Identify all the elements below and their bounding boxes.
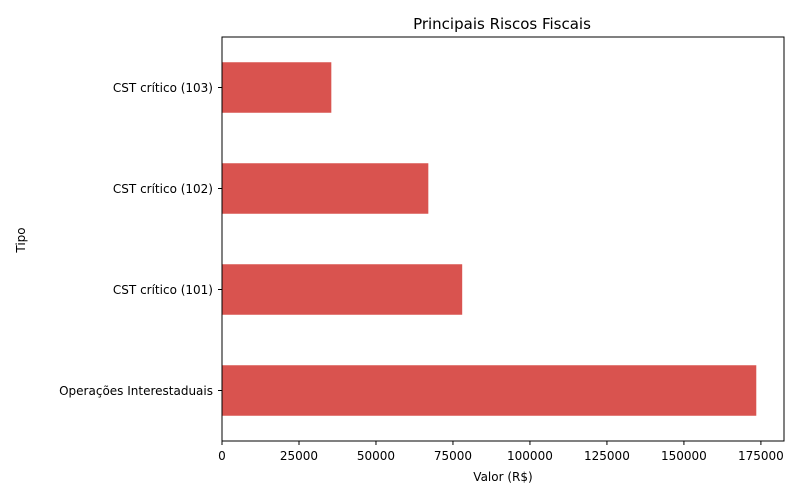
x-tick-label-1: 25000 (280, 449, 318, 463)
bar-1 (222, 264, 463, 315)
x-tick-label-4: 100000 (507, 449, 553, 463)
bar-2 (222, 163, 429, 214)
x-tick-label-3: 75000 (434, 449, 472, 463)
x-axis-ticks: 0 25000 50000 75000 100000 125000 150000 175000 (218, 441, 784, 463)
x-tick-label-7: 175000 (738, 449, 784, 463)
y-tick-label-1: CST crítico (101) (113, 283, 213, 297)
chart-title: Principais Riscos Fiscais (413, 15, 591, 33)
y-tick-label-2: CST crítico (102) (113, 182, 213, 196)
bar-0 (222, 365, 757, 416)
x-tick-label-0: 0 (218, 449, 226, 463)
y-axis-ticks: Operações Interestaduais CST crítico (101… (59, 81, 222, 398)
x-axis-label: Valor (R$) (473, 470, 532, 484)
x-tick-label-2: 50000 (357, 449, 395, 463)
y-axis-label: Tipo (14, 227, 28, 253)
y-tick-label-0: Operações Interestaduais (59, 384, 213, 398)
bar-3 (222, 62, 332, 113)
bars-group (222, 62, 757, 416)
y-tick-label-3: CST crítico (103) (113, 81, 213, 95)
x-tick-label-6: 150000 (661, 449, 707, 463)
plot-frame (221, 36, 785, 442)
x-tick-label-5: 125000 (584, 449, 630, 463)
